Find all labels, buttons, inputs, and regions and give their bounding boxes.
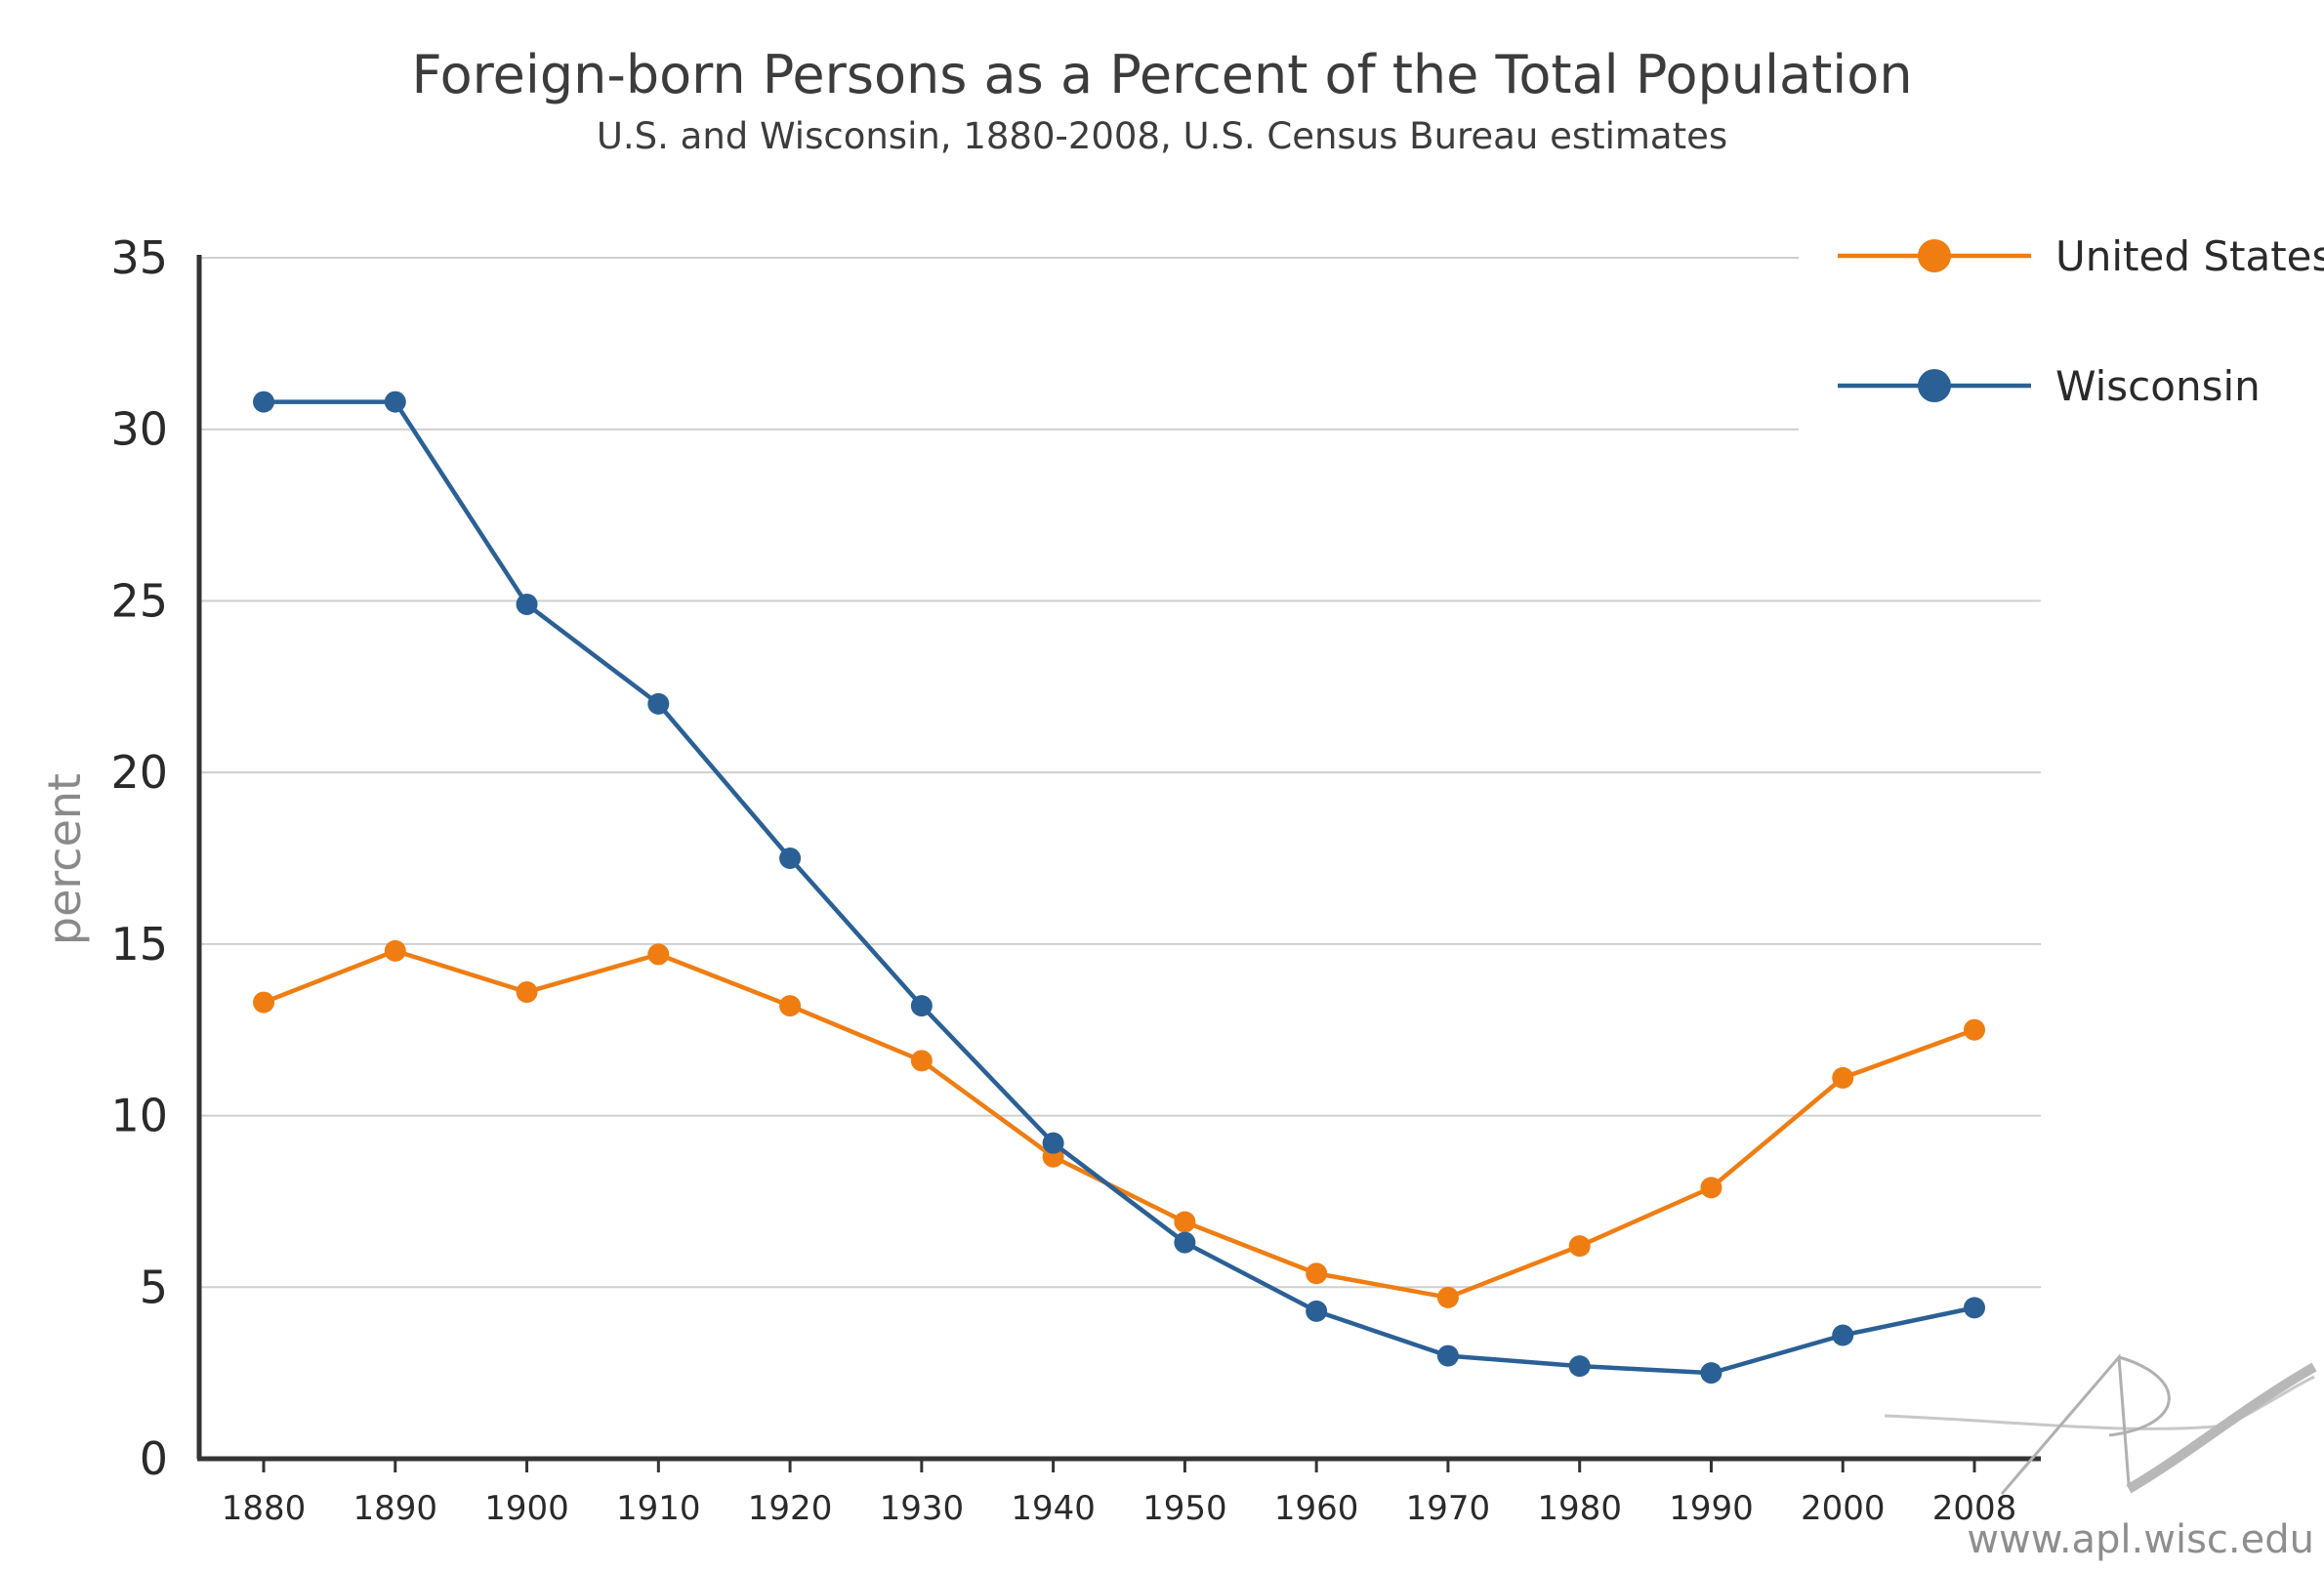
data-point-wisconsin [253, 391, 274, 413]
data-point-wisconsin [1436, 1344, 1459, 1367]
data-point-united-states [779, 995, 802, 1017]
data-point-wisconsin [1568, 1355, 1591, 1378]
chart-title: Foreign-born Persons as a Percent of the… [411, 44, 1912, 105]
data-point-wisconsin [779, 848, 802, 869]
data-point-wisconsin [647, 692, 670, 715]
x-tick-label: 1970 [1406, 1489, 1491, 1528]
data-point-united-states [1832, 1066, 1854, 1089]
data-point-wisconsin [1832, 1324, 1854, 1346]
x-tick-label: 1960 [1274, 1489, 1359, 1528]
gridlines [199, 257, 2041, 1289]
y-tick-label: 35 [110, 231, 168, 284]
data-point-wisconsin [1174, 1231, 1196, 1254]
x-tick-label: 1900 [484, 1489, 569, 1528]
x-tick-label: 1980 [1537, 1489, 1622, 1528]
x-tick-label: 1940 [1011, 1489, 1096, 1528]
x-tick-labels: 1880 1890 1900 1910 1920 1930 1940 1950 1960 1970… [222, 1489, 2017, 1528]
y-tick-label: 10 [110, 1090, 168, 1142]
series-line-united-states [263, 948, 1975, 1301]
y-axis-label: percent [38, 773, 91, 945]
y-tick-label: 20 [110, 746, 168, 799]
series-line-wisconsin [264, 399, 1975, 1376]
series-lines [253, 391, 1985, 1385]
data-point-wisconsin [1964, 1297, 1985, 1319]
legend-label-wisconsin: Wisconsin [2055, 362, 2261, 410]
data-point-united-states [253, 991, 274, 1014]
y-tick-labels: 0 5 10 15 20 25 30 35 [110, 231, 168, 1485]
data-point-united-states [1964, 1018, 1985, 1041]
x-tick-label: 1880 [222, 1489, 307, 1528]
data-point-wisconsin [1306, 1300, 1328, 1322]
data-point-united-states [647, 943, 670, 966]
x-tick-label: 1930 [880, 1489, 965, 1528]
x-tick-label: 1910 [616, 1489, 701, 1528]
legend-marker-united-states [1918, 239, 1951, 272]
watermark-url: www.apl.wisc.edu [1967, 1517, 2314, 1562]
data-point-united-states [516, 981, 538, 1004]
data-point-united-states [1700, 1177, 1722, 1199]
data-point-wisconsin [384, 391, 406, 413]
y-tick-label: 0 [140, 1432, 168, 1485]
data-point-united-states [1174, 1211, 1196, 1233]
data-point-united-states [1306, 1262, 1328, 1285]
legend-marker-wisconsin [1918, 369, 1951, 402]
data-point-wisconsin [1042, 1132, 1064, 1154]
data-point-wisconsin [516, 593, 538, 615]
data-point-united-states [1568, 1235, 1591, 1258]
x-tick-label: 1890 [353, 1489, 438, 1528]
axes [196, 255, 2041, 1472]
data-point-wisconsin [910, 995, 933, 1017]
y-tick-label: 30 [110, 403, 168, 456]
x-tick-label: 2000 [1801, 1489, 1886, 1528]
y-tick-label: 5 [140, 1261, 168, 1313]
legend: United States Wisconsin [1838, 232, 2324, 410]
data-point-united-states [910, 1050, 933, 1072]
data-point-united-states [384, 939, 406, 962]
chart-subtitle: U.S. and Wisconsin, 1880-2008, U.S. Cens… [597, 115, 1727, 157]
x-tick-label: 1950 [1142, 1489, 1227, 1528]
data-point-united-states [1436, 1286, 1459, 1308]
apl-logo [1884, 1353, 2317, 1495]
y-tick-label: 25 [110, 574, 168, 627]
x-tick-label: 1920 [748, 1489, 833, 1528]
data-point-wisconsin [1700, 1362, 1722, 1385]
x-tick-label: 2008 [1932, 1489, 2017, 1528]
legend-label-united-states: United States [2055, 232, 2324, 280]
x-tick-label: 1990 [1669, 1489, 1754, 1528]
y-tick-label: 15 [110, 918, 168, 971]
